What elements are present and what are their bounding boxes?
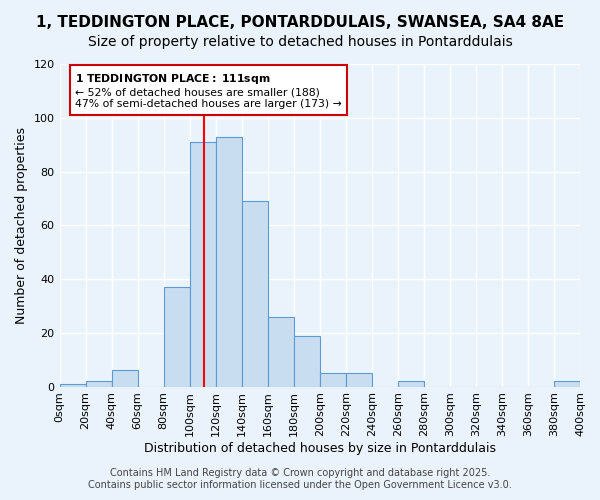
Bar bbox=[112, 370, 137, 386]
Bar bbox=[215, 136, 242, 386]
Y-axis label: Number of detached properties: Number of detached properties bbox=[15, 127, 28, 324]
X-axis label: Distribution of detached houses by size in Pontarddulais: Distribution of detached houses by size … bbox=[144, 442, 496, 455]
Text: Contains HM Land Registry data © Crown copyright and database right 2025.
Contai: Contains HM Land Registry data © Crown c… bbox=[88, 468, 512, 490]
Bar bbox=[346, 373, 372, 386]
Bar bbox=[268, 316, 294, 386]
Bar bbox=[320, 373, 346, 386]
Text: 1, TEDDINGTON PLACE, PONTARDDULAIS, SWANSEA, SA4 8AE: 1, TEDDINGTON PLACE, PONTARDDULAIS, SWAN… bbox=[36, 15, 564, 30]
Text: Size of property relative to detached houses in Pontarddulais: Size of property relative to detached ho… bbox=[88, 35, 512, 49]
Text: $\bf{1\ TEDDINGTON\ PLACE:\ 111sqm}$
← 52% of detached houses are smaller (188)
: $\bf{1\ TEDDINGTON\ PLACE:\ 111sqm}$ ← 5… bbox=[75, 72, 342, 110]
Bar bbox=[190, 142, 215, 386]
Bar bbox=[398, 381, 424, 386]
Bar bbox=[164, 287, 190, 386]
Bar bbox=[554, 381, 580, 386]
Bar bbox=[242, 201, 268, 386]
Bar bbox=[59, 384, 86, 386]
Bar bbox=[86, 381, 112, 386]
Bar bbox=[294, 336, 320, 386]
